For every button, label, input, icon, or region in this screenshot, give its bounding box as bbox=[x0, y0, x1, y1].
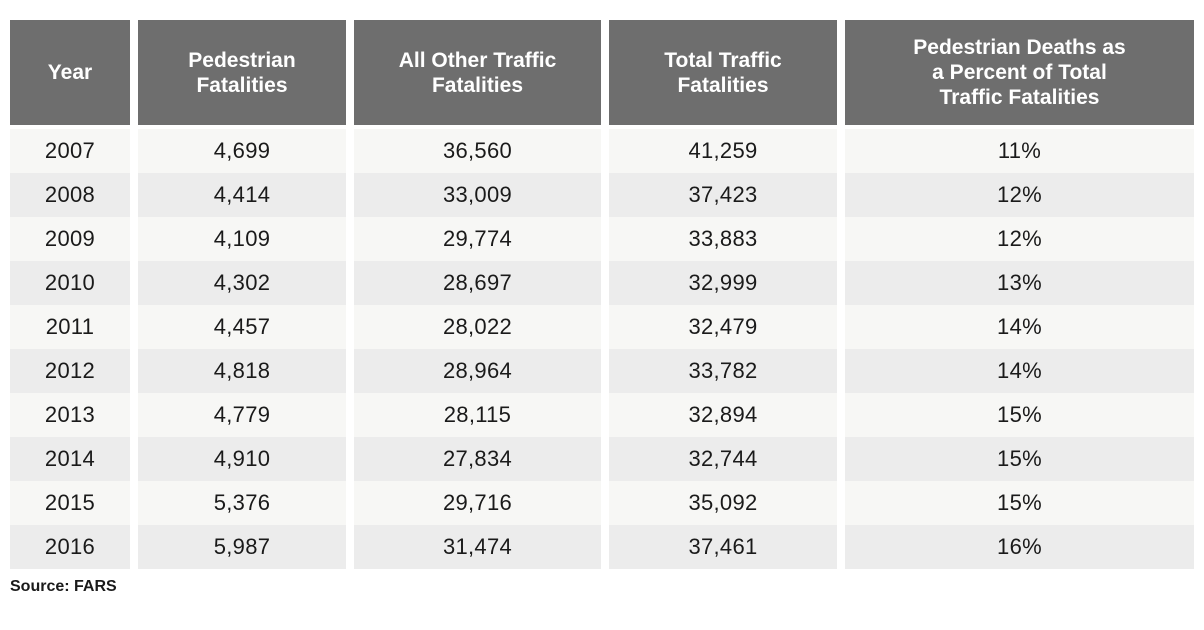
cell-other-fatalities: 28,964 bbox=[354, 349, 601, 393]
header-other-fatalities: All Other Traffic Fatalities bbox=[354, 20, 601, 125]
cell-pedestrian-percent: 15% bbox=[845, 393, 1194, 437]
cell-year: 2012 bbox=[10, 349, 130, 393]
cell-year: 2013 bbox=[10, 393, 130, 437]
table-body: 2007 4,699 36,560 41,259 11% 2008 4,414 33,009 3… bbox=[10, 129, 1194, 569]
cell-pedestrian-percent: 14% bbox=[845, 349, 1194, 393]
cell-total-fatalities: 35,092 bbox=[609, 481, 837, 525]
table-row: 2015 5,376 29,716 35,092 15% bbox=[10, 481, 1194, 525]
cell-pedestrian-fatalities: 4,818 bbox=[138, 349, 346, 393]
cell-year: 2011 bbox=[10, 305, 130, 349]
cell-year: 2015 bbox=[10, 481, 130, 525]
table-row: 2011 4,457 28,022 32,479 14% bbox=[10, 305, 1194, 349]
cell-year: 2009 bbox=[10, 217, 130, 261]
cell-year: 2014 bbox=[10, 437, 130, 481]
cell-pedestrian-percent: 15% bbox=[845, 481, 1194, 525]
cell-other-fatalities: 28,115 bbox=[354, 393, 601, 437]
cell-other-fatalities: 28,697 bbox=[354, 261, 601, 305]
header-year: Year bbox=[10, 20, 130, 125]
cell-total-fatalities: 37,461 bbox=[609, 525, 837, 569]
header-pedestrian-percent: Pedestrian Deaths as a Percent of Total … bbox=[845, 20, 1194, 125]
table-row: 2012 4,818 28,964 33,782 14% bbox=[10, 349, 1194, 393]
cell-other-fatalities: 28,022 bbox=[354, 305, 601, 349]
cell-pedestrian-fatalities: 4,109 bbox=[138, 217, 346, 261]
cell-total-fatalities: 33,883 bbox=[609, 217, 837, 261]
table-row: 2016 5,987 31,474 37,461 16% bbox=[10, 525, 1194, 569]
cell-total-fatalities: 32,744 bbox=[609, 437, 837, 481]
table-row: 2014 4,910 27,834 32,744 15% bbox=[10, 437, 1194, 481]
cell-year: 2008 bbox=[10, 173, 130, 217]
cell-other-fatalities: 29,774 bbox=[354, 217, 601, 261]
table-row: 2007 4,699 36,560 41,259 11% bbox=[10, 129, 1194, 173]
cell-pedestrian-fatalities: 4,699 bbox=[138, 129, 346, 173]
cell-pedestrian-percent: 15% bbox=[845, 437, 1194, 481]
header-pedestrian-fatalities: Pedestrian Fatalities bbox=[138, 20, 346, 125]
cell-pedestrian-fatalities: 4,910 bbox=[138, 437, 346, 481]
cell-total-fatalities: 37,423 bbox=[609, 173, 837, 217]
header-total-fatalities: Total Traffic Fatalities bbox=[609, 20, 837, 125]
cell-other-fatalities: 36,560 bbox=[354, 129, 601, 173]
cell-total-fatalities: 32,479 bbox=[609, 305, 837, 349]
cell-other-fatalities: 29,716 bbox=[354, 481, 601, 525]
cell-pedestrian-fatalities: 4,414 bbox=[138, 173, 346, 217]
cell-total-fatalities: 32,999 bbox=[609, 261, 837, 305]
cell-other-fatalities: 31,474 bbox=[354, 525, 601, 569]
cell-pedestrian-percent: 12% bbox=[845, 217, 1194, 261]
cell-other-fatalities: 33,009 bbox=[354, 173, 601, 217]
cell-pedestrian-percent: 12% bbox=[845, 173, 1194, 217]
cell-pedestrian-fatalities: 4,457 bbox=[138, 305, 346, 349]
cell-pedestrian-percent: 14% bbox=[845, 305, 1194, 349]
cell-pedestrian-fatalities: 5,376 bbox=[138, 481, 346, 525]
header-row: Year Pedestrian Fatalities All Other Tra… bbox=[10, 20, 1194, 125]
cell-pedestrian-percent: 16% bbox=[845, 525, 1194, 569]
cell-year: 2010 bbox=[10, 261, 130, 305]
cell-total-fatalities: 41,259 bbox=[609, 129, 837, 173]
cell-year: 2016 bbox=[10, 525, 130, 569]
cell-pedestrian-fatalities: 4,302 bbox=[138, 261, 346, 305]
table-row: 2008 4,414 33,009 37,423 12% bbox=[10, 173, 1194, 217]
cell-other-fatalities: 27,834 bbox=[354, 437, 601, 481]
table-row: 2009 4,109 29,774 33,883 12% bbox=[10, 217, 1194, 261]
cell-total-fatalities: 33,782 bbox=[609, 349, 837, 393]
table-row: 2010 4,302 28,697 32,999 13% bbox=[10, 261, 1194, 305]
cell-pedestrian-percent: 13% bbox=[845, 261, 1194, 305]
cell-pedestrian-percent: 11% bbox=[845, 129, 1194, 173]
cell-total-fatalities: 32,894 bbox=[609, 393, 837, 437]
cell-pedestrian-fatalities: 5,987 bbox=[138, 525, 346, 569]
source-note: Source: FARS bbox=[10, 578, 117, 595]
cell-year: 2007 bbox=[10, 129, 130, 173]
table-row: 2013 4,779 28,115 32,894 15% bbox=[10, 393, 1194, 437]
cell-pedestrian-fatalities: 4,779 bbox=[138, 393, 346, 437]
fatalities-table: Year Pedestrian Fatalities All Other Tra… bbox=[10, 20, 1194, 569]
